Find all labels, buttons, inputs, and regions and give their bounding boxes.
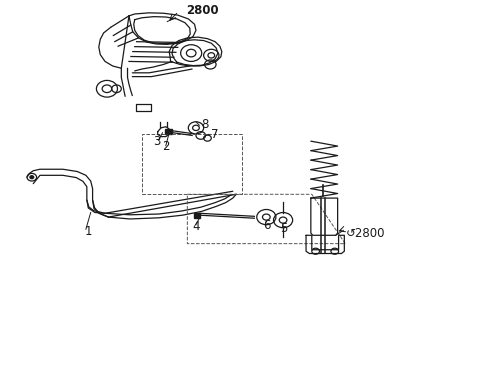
Text: 2: 2: [162, 140, 170, 153]
Text: 2800: 2800: [186, 4, 219, 17]
Text: 4: 4: [192, 220, 200, 233]
Text: ↺2800: ↺2800: [345, 227, 385, 240]
Bar: [142, 134, 242, 194]
Bar: [165, 130, 171, 134]
Text: 1: 1: [84, 225, 92, 238]
Bar: [194, 213, 200, 218]
Text: 5: 5: [280, 222, 288, 235]
Text: 6: 6: [263, 219, 270, 232]
Text: 7: 7: [211, 128, 219, 141]
Text: 3: 3: [153, 134, 160, 148]
Text: 8: 8: [202, 118, 209, 131]
Circle shape: [30, 176, 34, 179]
